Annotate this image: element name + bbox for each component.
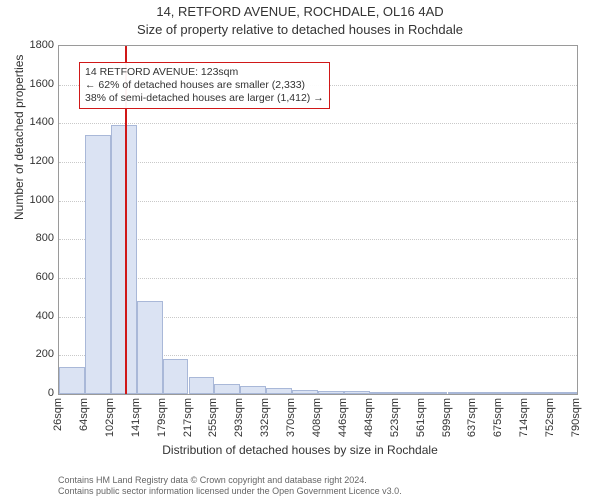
x-axis-label: Distribution of detached houses by size … (0, 443, 600, 457)
gridline (59, 85, 577, 86)
x-tick-label: 561sqm (415, 398, 427, 437)
histogram-bar (499, 392, 525, 394)
x-tick-label: 217sqm (182, 398, 194, 437)
y-tick-label: 200 (14, 348, 54, 360)
y-tick-label: 600 (14, 271, 54, 283)
histogram-bar (137, 301, 163, 394)
gridline (59, 239, 577, 240)
x-tick-label: 141sqm (130, 398, 142, 437)
gridline (59, 355, 577, 356)
x-tick-label: 64sqm (78, 398, 90, 431)
footer-line2: Contains public sector information licen… (58, 486, 578, 497)
x-tick-label: 408sqm (311, 398, 323, 437)
y-tick-label: 1400 (14, 116, 54, 128)
gridline (59, 162, 577, 163)
x-tick-label: 714sqm (518, 398, 530, 437)
y-tick-label: 400 (14, 310, 54, 322)
histogram-bar (344, 391, 370, 394)
x-tick-label: 675sqm (492, 398, 504, 437)
x-tick-label: 599sqm (441, 398, 453, 437)
y-tick-label: 1800 (14, 39, 54, 51)
x-tick-label: 752sqm (544, 398, 556, 437)
histogram-bar (525, 392, 551, 394)
histogram-bar (85, 135, 111, 394)
y-tick-label: 1000 (14, 194, 54, 206)
page-title-line1: 14, RETFORD AVENUE, ROCHDALE, OL16 4AD (0, 4, 600, 19)
gridline (59, 278, 577, 279)
x-tick-label: 484sqm (363, 398, 375, 437)
annotation-line1: 14 RETFORD AVENUE: 123sqm (85, 66, 324, 79)
histogram-bar (59, 367, 85, 394)
gridline (59, 201, 577, 202)
footer-attribution: Contains HM Land Registry data © Crown c… (58, 475, 578, 497)
x-tick-label: 637sqm (466, 398, 478, 437)
gridline (59, 317, 577, 318)
histogram-bar (551, 392, 577, 394)
histogram-bar (318, 391, 344, 394)
x-tick-label: 293sqm (233, 398, 245, 437)
y-tick-label: 800 (14, 232, 54, 244)
histogram-bar (396, 392, 422, 394)
x-tick-label: 255sqm (207, 398, 219, 437)
gridline (59, 123, 577, 124)
x-tick-label: 179sqm (156, 398, 168, 437)
x-tick-label: 370sqm (285, 398, 297, 437)
histogram-bar (370, 392, 396, 394)
y-tick-label: 1200 (14, 155, 54, 167)
annotation-box: 14 RETFORD AVENUE: 123sqm← 62% of detach… (79, 62, 330, 109)
histogram-bar (422, 392, 448, 394)
annotation-line2: ← 62% of detached houses are smaller (2,… (85, 79, 324, 92)
histogram-bar (473, 392, 499, 394)
x-tick-label: 446sqm (337, 398, 349, 437)
x-tick-label: 332sqm (259, 398, 271, 437)
x-tick-label: 102sqm (104, 398, 116, 437)
chart-plot-area: 14 RETFORD AVENUE: 123sqm← 62% of detach… (58, 45, 578, 395)
annotation-line3: 38% of semi-detached houses are larger (… (85, 92, 324, 105)
histogram-bar (240, 386, 266, 394)
histogram-bar (111, 125, 137, 394)
histogram-bar (292, 390, 318, 394)
histogram-bar (266, 388, 292, 394)
x-tick-label: 523sqm (389, 398, 401, 437)
histogram-bar (214, 384, 240, 394)
histogram-bar (163, 359, 189, 394)
x-tick-label: 790sqm (570, 398, 582, 437)
y-tick-label: 1600 (14, 78, 54, 90)
histogram-bar (189, 377, 215, 394)
page-title-line2: Size of property relative to detached ho… (0, 22, 600, 37)
histogram-bar (448, 392, 474, 394)
y-tick-label: 0 (14, 387, 54, 399)
subject-marker-line (125, 46, 127, 394)
footer-line1: Contains HM Land Registry data © Crown c… (58, 475, 578, 486)
x-tick-label: 26sqm (52, 398, 64, 431)
